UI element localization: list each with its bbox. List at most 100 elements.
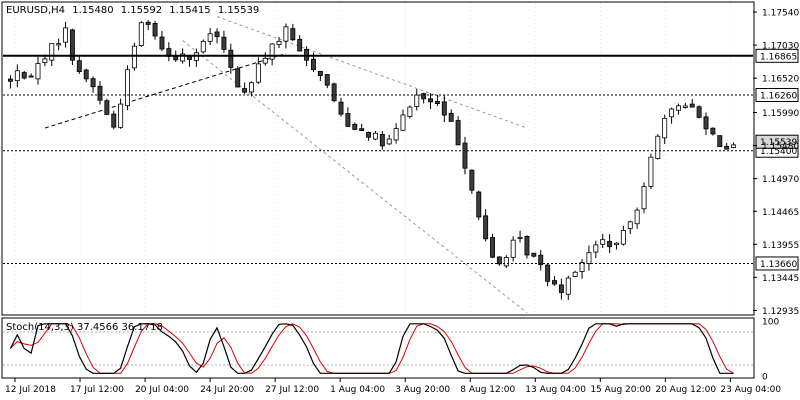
candle-body — [421, 93, 427, 100]
candle-body — [372, 132, 378, 140]
time-tick-label: 12 Jul 2018 — [5, 385, 56, 395]
candle-body — [90, 78, 96, 88]
candle-body — [593, 244, 599, 253]
candle-body — [510, 239, 516, 258]
candle-body — [83, 69, 89, 80]
price-tick-label: 1.16520 — [762, 75, 799, 85]
candle-body — [648, 156, 654, 187]
candle-body — [235, 68, 241, 88]
time-tick-label: 3 Aug 20:00 — [395, 385, 450, 395]
candle-body — [104, 100, 110, 115]
time-tick-label: 17 Jul 12:00 — [70, 385, 124, 395]
candle-body — [317, 70, 323, 76]
time-tick-label: 1 Aug 04:00 — [330, 385, 385, 395]
candle-body — [269, 43, 275, 60]
candle-body — [696, 106, 702, 118]
candle-body — [366, 131, 372, 138]
candle-body — [242, 88, 248, 93]
candle-body — [28, 75, 34, 78]
candle-body — [324, 74, 330, 86]
candle-body — [607, 240, 613, 248]
close-value: 1.15539 — [218, 5, 259, 16]
price-tick-label: 1.15480 — [762, 142, 799, 152]
candle-body — [255, 63, 261, 83]
candle-body — [297, 38, 303, 52]
time-tick-label: 8 Aug 12:00 — [460, 385, 515, 395]
candle-body — [63, 27, 69, 43]
support-trendline — [44, 53, 287, 129]
candle-body — [290, 28, 296, 41]
candle-body — [476, 191, 482, 218]
candle-body — [731, 144, 737, 148]
candle-body — [717, 135, 723, 148]
candle-body — [352, 123, 358, 130]
low-value: 1.15415 — [169, 5, 210, 16]
stochastic-label: Stoch(14,3,3) 37.4566 36.1718 — [6, 322, 163, 333]
candle-body — [310, 58, 316, 71]
candle-body — [600, 239, 606, 245]
candle-body — [345, 113, 351, 127]
price-tick-label: 1.14970 — [762, 175, 799, 185]
stochastic-tick-label: 100 — [762, 318, 779, 328]
candle-body — [393, 128, 399, 141]
price-axis: 1.17540 1.17030 1.16520 1.15990 1.15480 1.149… — [753, 9, 799, 317]
candle-body — [558, 284, 564, 294]
time-tick-label: 13 Aug 04:00 — [525, 385, 586, 395]
candle-body — [627, 221, 633, 229]
time-tick-label: 24 Jul 20:00 — [200, 385, 254, 395]
candle-body — [125, 69, 130, 107]
candle-body — [614, 242, 619, 246]
candle-body — [538, 254, 544, 266]
candle-body — [207, 33, 213, 42]
candle-body — [56, 43, 62, 46]
candle-body — [503, 257, 509, 267]
level-price-tag — [755, 88, 799, 103]
time-tick-label: 23 Aug 04:00 — [720, 385, 781, 395]
price-tick-label: 1.13955 — [762, 241, 799, 251]
price-tick-label: 1.14465 — [762, 208, 799, 218]
candle-body — [572, 271, 578, 277]
candle-body — [724, 145, 730, 150]
candle-body — [145, 21, 151, 25]
candle-body — [214, 31, 220, 38]
price-tick-label: 1.12935 — [762, 307, 799, 317]
candle-body — [620, 229, 626, 245]
time-tick-label: 27 Jul 12:00 — [265, 385, 319, 395]
candle-body — [490, 237, 495, 258]
chart-header: EURUSD,H4 1.15480 1.15592 1.15415 1.1553… — [6, 5, 259, 16]
candle-body — [565, 277, 571, 295]
candle-body — [138, 22, 144, 47]
time-tick-label: 20 Jul 04:00 — [135, 385, 189, 395]
candle-body — [682, 105, 688, 108]
candle-body — [662, 117, 668, 139]
level-price-label: 1.15400 — [760, 147, 797, 157]
candle-body — [434, 100, 440, 105]
candle-body — [655, 135, 661, 159]
candle-body — [359, 128, 365, 131]
candle-body — [97, 85, 103, 101]
candle-body — [173, 56, 179, 61]
high-value: 1.15592 — [121, 5, 162, 16]
level-price-tag — [755, 256, 799, 271]
level-price-label: 1.16260 — [760, 92, 797, 102]
candle-body — [407, 106, 413, 117]
candle-body — [517, 237, 523, 239]
candle-body — [111, 113, 117, 128]
current-price-tag — [755, 134, 799, 149]
candle-body — [7, 78, 13, 82]
candle-body — [180, 53, 186, 62]
candle-body — [400, 114, 406, 131]
candle-body — [49, 42, 55, 61]
candle-body — [669, 108, 675, 118]
time-axis: 12 Jul 2018 17 Jul 12:00 20 Jul 04:00 24 Ju… — [5, 378, 781, 395]
candle-body — [579, 262, 585, 272]
candle-body — [118, 103, 124, 128]
level-price-tag — [755, 48, 799, 63]
candle-body — [21, 72, 27, 79]
candle-body — [152, 23, 158, 37]
price-tick-label: 1.17030 — [762, 42, 799, 52]
candle-body — [552, 280, 557, 285]
candle-body — [531, 252, 537, 257]
candle-body — [496, 256, 502, 265]
